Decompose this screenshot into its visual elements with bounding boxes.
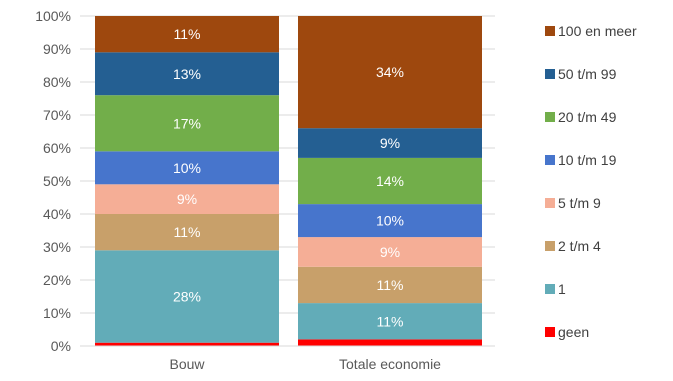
legend-label: 5 t/m 9 [558, 195, 601, 211]
y-axis: 0% 10% 20% 30% 40% 50% 60% 70% 80% 90% 100% [35, 8, 71, 354]
data-label: 11% [377, 313, 404, 329]
legend-label: geen [558, 324, 589, 340]
y-tick-label: 10% [43, 305, 71, 321]
legend-label: 100 en meer [558, 23, 637, 39]
y-tick-label: 70% [43, 107, 71, 123]
legend-label: 1 [558, 281, 566, 297]
legend-swatch-2-t-m-4 [545, 241, 555, 251]
data-label: 17% [173, 115, 201, 131]
y-tick-label: 50% [43, 173, 71, 189]
data-label: 11% [174, 224, 201, 240]
legend-label: 20 t/m 49 [558, 109, 617, 125]
data-label: 14% [376, 173, 404, 189]
y-tick-label: 0% [51, 338, 71, 354]
legend-swatch-1 [545, 284, 555, 294]
y-tick-label: 40% [43, 206, 71, 222]
bar-segment-20-t-m-49 [95, 95, 279, 152]
bar-segment-1 [298, 303, 482, 340]
data-label: 34% [376, 64, 404, 80]
y-tick-label: 90% [43, 41, 71, 57]
y-tick-label: 30% [43, 239, 71, 255]
bar-segment-10-t-m-19 [298, 204, 482, 238]
legend-label: 10 t/m 19 [558, 152, 617, 168]
legend-label: 2 t/m 4 [558, 238, 601, 254]
bar-segment-10-t-m-19 [95, 151, 279, 185]
legend-swatch-10-t-m-19 [545, 155, 555, 165]
data-label: 9% [380, 135, 400, 151]
legend: 100 en meer 50 t/m 99 20 t/m 49 10 t/m 19 5 … [545, 23, 637, 340]
legend-swatch-20-t-m-49 [545, 112, 555, 122]
y-tick-label: 20% [43, 272, 71, 288]
legend-swatch-100-en-meer [545, 26, 555, 36]
y-tick-label: 60% [43, 140, 71, 156]
y-tick-label: 100% [35, 8, 71, 24]
data-label: 28% [173, 289, 201, 305]
data-label: 9% [380, 244, 400, 260]
bar-segment-20-t-m-49 [298, 157, 482, 205]
bar-segment-1 [95, 250, 279, 343]
bar-segment-100-en-meer [95, 16, 279, 53]
bar-segment-geen [95, 342, 279, 346]
bar-segment-2-t-m-4 [95, 214, 279, 251]
data-label: 13% [173, 66, 201, 82]
bar-segment-50-t-m-99 [298, 128, 482, 158]
data-label: 10% [376, 213, 404, 229]
x-tick-label: Totale economie [339, 356, 441, 372]
bar-segment-geen [298, 339, 482, 346]
data-label: 11% [377, 277, 404, 293]
bar-segment-100-en-meer [298, 16, 482, 129]
data-label: 10% [173, 160, 201, 176]
x-axis: Bouw Totale economie [80, 345, 495, 372]
bar-segment-5-t-m-9 [95, 184, 279, 214]
x-tick-label: Bouw [169, 356, 205, 372]
data-label: 9% [177, 191, 197, 207]
bar-segment-50-t-m-99 [95, 52, 279, 96]
legend-swatch-geen [545, 327, 555, 337]
legend-swatch-5-t-m-9 [545, 198, 555, 208]
bars-group: 28% 11% 9% 10% 17% 13% 11% 11% 11% 9% 10% 14% 9% 34% [95, 16, 482, 346]
bar-segment-2-t-m-4 [298, 266, 482, 304]
data-label: 11% [174, 26, 201, 42]
legend-swatch-50-t-m-99 [545, 69, 555, 79]
y-tick-label: 80% [43, 74, 71, 90]
legend-label: 50 t/m 99 [558, 66, 617, 82]
bar-segment-5-t-m-9 [298, 237, 482, 267]
